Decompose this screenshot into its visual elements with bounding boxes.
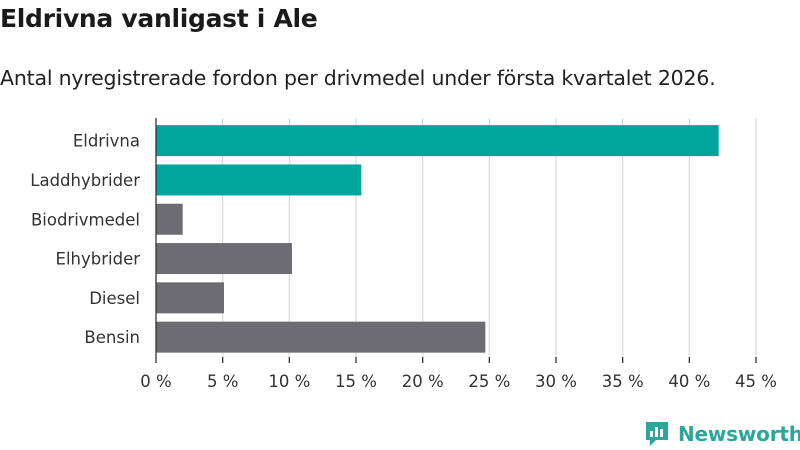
x-tick-label: 20 % — [402, 372, 444, 391]
bar — [156, 321, 486, 353]
newsworthy-logo-icon — [646, 422, 668, 446]
bar — [156, 243, 292, 275]
x-tick-label: 45 % — [735, 372, 777, 391]
category-label: Biodrivmedel — [31, 210, 140, 229]
brand-name: Newsworthy — [678, 422, 800, 446]
bar — [156, 282, 224, 314]
bar — [156, 125, 719, 157]
chart-title: Eldrivna vanligast i Ale — [0, 4, 318, 33]
category-label: Bensin — [84, 328, 140, 347]
x-tick-label: 25 % — [468, 372, 510, 391]
x-tick-label: 15 % — [335, 372, 377, 391]
chart-subtitle: Antal nyregistrerade fordon per drivmede… — [0, 66, 716, 90]
x-tick-label: 10 % — [268, 372, 310, 391]
x-tick-label: 30 % — [535, 372, 577, 391]
category-label: Diesel — [89, 289, 140, 308]
x-tick-label: 0 % — [140, 372, 171, 391]
bar — [156, 203, 183, 235]
category-label: Laddhybrider — [30, 171, 140, 190]
x-tick-label: 5 % — [207, 372, 238, 391]
brand: Newsworthy — [644, 420, 800, 448]
category-label: Elhybrider — [56, 250, 141, 269]
x-tick-label: 40 % — [668, 372, 710, 391]
bar — [156, 164, 362, 196]
category-label: Eldrivna — [73, 132, 140, 151]
x-tick-label: 35 % — [602, 372, 644, 391]
